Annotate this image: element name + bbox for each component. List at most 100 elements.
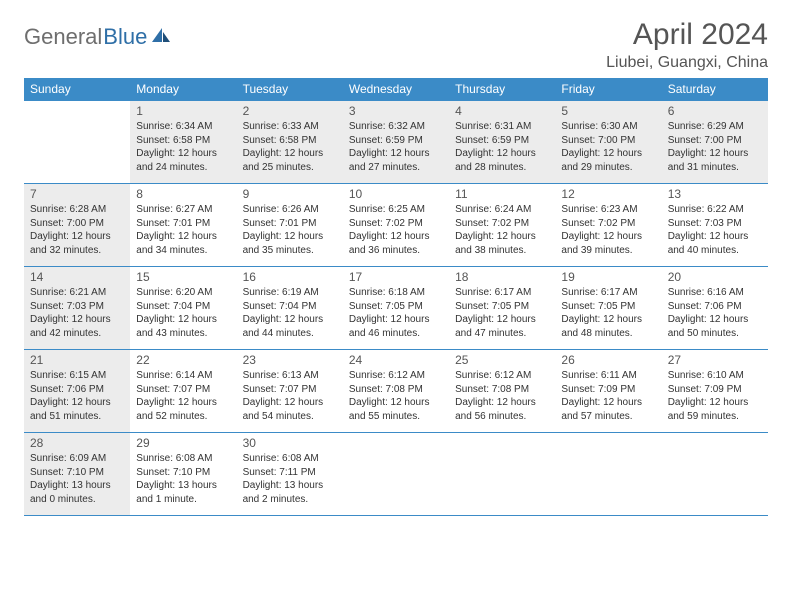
day-cell xyxy=(343,433,449,515)
sunrise-text: Sunrise: 6:19 AM xyxy=(243,286,339,300)
sunset-text: Sunset: 6:59 PM xyxy=(349,134,445,148)
day-cell: 4Sunrise: 6:31 AMSunset: 6:59 PMDaylight… xyxy=(449,101,555,183)
day-cell xyxy=(555,433,661,515)
day-header-friday: Friday xyxy=(555,78,661,101)
day-number: 10 xyxy=(349,186,445,202)
day-number: 22 xyxy=(136,352,232,368)
day-header-thursday: Thursday xyxy=(449,78,555,101)
day-cell: 26Sunrise: 6:11 AMSunset: 7:09 PMDayligh… xyxy=(555,350,661,432)
day-cell: 9Sunrise: 6:26 AMSunset: 7:01 PMDaylight… xyxy=(237,184,343,266)
sunrise-text: Sunrise: 6:18 AM xyxy=(349,286,445,300)
sunset-text: Sunset: 7:10 PM xyxy=(136,466,232,480)
sunset-text: Sunset: 7:03 PM xyxy=(30,300,126,314)
daylight-text: Daylight: 12 hours and 46 minutes. xyxy=(349,313,445,340)
daylight-text: Daylight: 12 hours and 38 minutes. xyxy=(455,230,551,257)
weeks-container: 1Sunrise: 6:34 AMSunset: 6:58 PMDaylight… xyxy=(24,101,768,516)
sunset-text: Sunset: 6:59 PM xyxy=(455,134,551,148)
sunrise-text: Sunrise: 6:30 AM xyxy=(561,120,657,134)
day-cell: 22Sunrise: 6:14 AMSunset: 7:07 PMDayligh… xyxy=(130,350,236,432)
day-cell: 6Sunrise: 6:29 AMSunset: 7:00 PMDaylight… xyxy=(662,101,768,183)
day-number: 26 xyxy=(561,352,657,368)
daylight-text: Daylight: 12 hours and 34 minutes. xyxy=(136,230,232,257)
day-cell: 29Sunrise: 6:08 AMSunset: 7:10 PMDayligh… xyxy=(130,433,236,515)
day-cell: 16Sunrise: 6:19 AMSunset: 7:04 PMDayligh… xyxy=(237,267,343,349)
daylight-text: Daylight: 12 hours and 40 minutes. xyxy=(668,230,764,257)
sunrise-text: Sunrise: 6:14 AM xyxy=(136,369,232,383)
sunrise-text: Sunrise: 6:12 AM xyxy=(349,369,445,383)
sunrise-text: Sunrise: 6:08 AM xyxy=(243,452,339,466)
day-cell: 21Sunrise: 6:15 AMSunset: 7:06 PMDayligh… xyxy=(24,350,130,432)
day-number: 6 xyxy=(668,103,764,119)
day-cell: 12Sunrise: 6:23 AMSunset: 7:02 PMDayligh… xyxy=(555,184,661,266)
sunset-text: Sunset: 7:10 PM xyxy=(30,466,126,480)
day-header-row: Sunday Monday Tuesday Wednesday Thursday… xyxy=(24,78,768,101)
day-cell: 2Sunrise: 6:33 AMSunset: 6:58 PMDaylight… xyxy=(237,101,343,183)
logo: General Blue xyxy=(24,24,172,50)
sunrise-text: Sunrise: 6:11 AM xyxy=(561,369,657,383)
daylight-text: Daylight: 12 hours and 54 minutes. xyxy=(243,396,339,423)
day-cell: 30Sunrise: 6:08 AMSunset: 7:11 PMDayligh… xyxy=(237,433,343,515)
day-cell: 1Sunrise: 6:34 AMSunset: 6:58 PMDaylight… xyxy=(130,101,236,183)
day-cell: 14Sunrise: 6:21 AMSunset: 7:03 PMDayligh… xyxy=(24,267,130,349)
sunrise-text: Sunrise: 6:25 AM xyxy=(349,203,445,217)
day-cell: 27Sunrise: 6:10 AMSunset: 7:09 PMDayligh… xyxy=(662,350,768,432)
sunrise-text: Sunrise: 6:08 AM xyxy=(136,452,232,466)
sunset-text: Sunset: 7:00 PM xyxy=(561,134,657,148)
sunset-text: Sunset: 7:03 PM xyxy=(668,217,764,231)
daylight-text: Daylight: 12 hours and 25 minutes. xyxy=(243,147,339,174)
day-number: 2 xyxy=(243,103,339,119)
week-row: 21Sunrise: 6:15 AMSunset: 7:06 PMDayligh… xyxy=(24,350,768,433)
sunrise-text: Sunrise: 6:33 AM xyxy=(243,120,339,134)
day-header-sunday: Sunday xyxy=(24,78,130,101)
day-cell xyxy=(449,433,555,515)
daylight-text: Daylight: 12 hours and 51 minutes. xyxy=(30,396,126,423)
day-number: 4 xyxy=(455,103,551,119)
sunrise-text: Sunrise: 6:15 AM xyxy=(30,369,126,383)
sunset-text: Sunset: 7:02 PM xyxy=(349,217,445,231)
title-block: April 2024 Liubei, Guangxi, China xyxy=(606,18,768,72)
sunset-text: Sunset: 7:06 PM xyxy=(30,383,126,397)
day-cell xyxy=(662,433,768,515)
sunset-text: Sunset: 7:05 PM xyxy=(455,300,551,314)
sunrise-text: Sunrise: 6:16 AM xyxy=(668,286,764,300)
day-cell: 7Sunrise: 6:28 AMSunset: 7:00 PMDaylight… xyxy=(24,184,130,266)
daylight-text: Daylight: 12 hours and 36 minutes. xyxy=(349,230,445,257)
daylight-text: Daylight: 12 hours and 57 minutes. xyxy=(561,396,657,423)
daylight-text: Daylight: 12 hours and 27 minutes. xyxy=(349,147,445,174)
daylight-text: Daylight: 12 hours and 59 minutes. xyxy=(668,396,764,423)
daylight-text: Daylight: 13 hours and 0 minutes. xyxy=(30,479,126,506)
sunrise-text: Sunrise: 6:22 AM xyxy=(668,203,764,217)
daylight-text: Daylight: 12 hours and 47 minutes. xyxy=(455,313,551,340)
sunrise-text: Sunrise: 6:21 AM xyxy=(30,286,126,300)
day-number: 11 xyxy=(455,186,551,202)
day-number: 21 xyxy=(30,352,126,368)
day-number: 25 xyxy=(455,352,551,368)
sunrise-text: Sunrise: 6:23 AM xyxy=(561,203,657,217)
day-number: 27 xyxy=(668,352,764,368)
daylight-text: Daylight: 12 hours and 56 minutes. xyxy=(455,396,551,423)
sunset-text: Sunset: 7:02 PM xyxy=(561,217,657,231)
daylight-text: Daylight: 12 hours and 24 minutes. xyxy=(136,147,232,174)
day-header-tuesday: Tuesday xyxy=(237,78,343,101)
day-cell: 10Sunrise: 6:25 AMSunset: 7:02 PMDayligh… xyxy=(343,184,449,266)
sunset-text: Sunset: 7:09 PM xyxy=(668,383,764,397)
logo-sail-icon xyxy=(150,26,172,49)
day-cell: 18Sunrise: 6:17 AMSunset: 7:05 PMDayligh… xyxy=(449,267,555,349)
day-number: 28 xyxy=(30,435,126,451)
day-number: 3 xyxy=(349,103,445,119)
sunrise-text: Sunrise: 6:17 AM xyxy=(561,286,657,300)
sunset-text: Sunset: 7:00 PM xyxy=(668,134,764,148)
location-text: Liubei, Guangxi, China xyxy=(606,54,768,72)
day-cell: 3Sunrise: 6:32 AMSunset: 6:59 PMDaylight… xyxy=(343,101,449,183)
daylight-text: Daylight: 12 hours and 43 minutes. xyxy=(136,313,232,340)
daylight-text: Daylight: 12 hours and 52 minutes. xyxy=(136,396,232,423)
day-number: 24 xyxy=(349,352,445,368)
sunset-text: Sunset: 7:07 PM xyxy=(243,383,339,397)
daylight-text: Daylight: 12 hours and 44 minutes. xyxy=(243,313,339,340)
sunrise-text: Sunrise: 6:20 AM xyxy=(136,286,232,300)
sunrise-text: Sunrise: 6:09 AM xyxy=(30,452,126,466)
sunrise-text: Sunrise: 6:12 AM xyxy=(455,369,551,383)
day-number: 18 xyxy=(455,269,551,285)
sunrise-text: Sunrise: 6:29 AM xyxy=(668,120,764,134)
sunrise-text: Sunrise: 6:10 AM xyxy=(668,369,764,383)
